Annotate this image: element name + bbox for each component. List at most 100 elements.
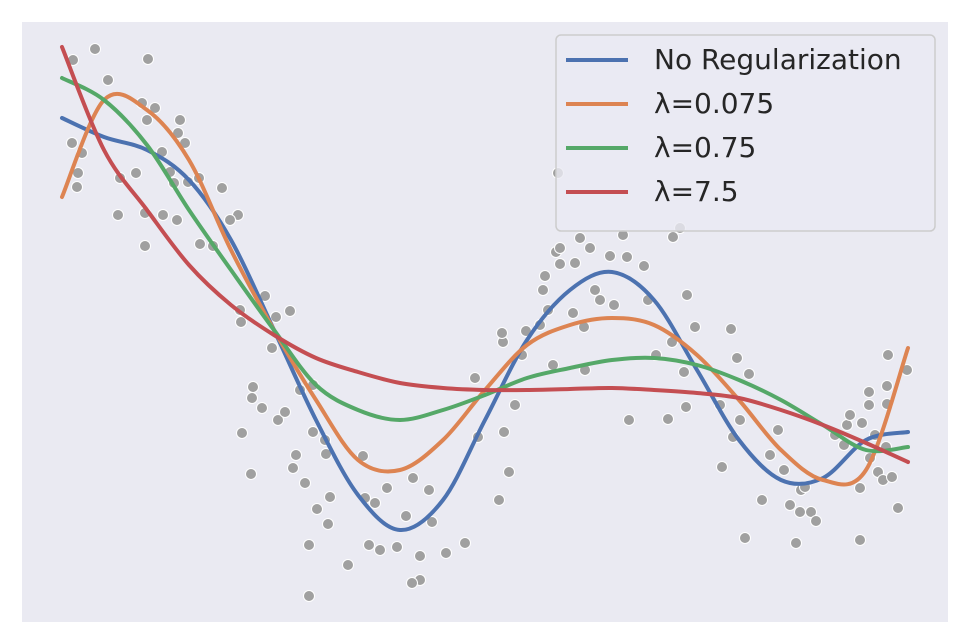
scatter-point: [854, 534, 866, 546]
scatter-point: [381, 482, 393, 494]
scatter-point: [841, 419, 853, 431]
scatter-point: [290, 449, 302, 461]
scatter-point: [407, 472, 419, 484]
scatter-point: [247, 381, 259, 393]
scatter-point: [689, 321, 701, 333]
scatter-point: [589, 284, 601, 296]
scatter-point: [414, 550, 426, 562]
scatter-point: [574, 232, 586, 244]
scatter-point: [66, 137, 78, 149]
line-layer: [60, 45, 910, 532]
scatter-point: [854, 482, 866, 494]
scatter-point: [503, 466, 515, 478]
scatter-point: [440, 547, 452, 559]
scatter-point: [493, 494, 505, 506]
scatter-point: [863, 386, 875, 398]
scatter-point: [426, 516, 438, 528]
scatter-point: [608, 299, 620, 311]
scatter-point: [342, 559, 354, 571]
scatter-point: [311, 503, 323, 515]
scatter-point: [638, 260, 650, 272]
scatter-point: [882, 349, 894, 361]
scatter-point: [256, 402, 268, 414]
scatter-point: [784, 499, 796, 511]
scatter-point: [794, 506, 806, 518]
line-series: [60, 45, 910, 464]
scatter-layer: [66, 43, 913, 602]
legend-label: λ=0.075: [654, 87, 774, 120]
scatter-point: [374, 544, 386, 556]
line-series: [60, 92, 910, 487]
scatter-point: [245, 468, 257, 480]
scatter-point: [662, 413, 674, 425]
scatter-point: [667, 231, 679, 243]
scatter-point: [681, 289, 693, 301]
scatter-point: [594, 294, 606, 306]
scatter-point: [623, 414, 635, 426]
scatter-point: [790, 537, 802, 549]
legend-label: No Regularization: [654, 43, 902, 76]
scatter-point: [539, 270, 551, 282]
scatter-point: [299, 477, 311, 489]
scatter-point: [756, 494, 768, 506]
scatter-point: [584, 242, 596, 254]
scatter-point: [194, 238, 206, 250]
scatter-point: [621, 251, 633, 263]
scatter-point: [174, 114, 186, 126]
scatter-point: [537, 284, 549, 296]
scatter-point: [886, 471, 898, 483]
scatter-point: [149, 102, 161, 114]
scatter-point: [391, 541, 403, 553]
line-series: [60, 76, 910, 454]
scatter-point: [142, 53, 154, 65]
scatter-point: [224, 214, 236, 226]
scatter-point: [287, 462, 299, 474]
scatter-point: [743, 368, 755, 380]
scatter-point: [739, 532, 751, 544]
scatter-point: [279, 406, 291, 418]
scatter-point: [322, 518, 334, 530]
scatter-point: [363, 539, 375, 551]
scatter-point: [102, 74, 114, 86]
scatter-point: [324, 491, 336, 503]
scatter-point: [554, 242, 566, 254]
scatter-point: [863, 399, 875, 411]
scatter-point: [810, 515, 822, 527]
scatter-point: [778, 464, 790, 476]
scatter-point: [469, 372, 481, 384]
scatter-point: [731, 352, 743, 364]
scatter-point: [406, 577, 418, 589]
scatter-point: [141, 114, 153, 126]
scatter-point: [496, 327, 508, 339]
legend-box: [555, 34, 936, 232]
scatter-point: [567, 307, 579, 319]
scatter-point: [112, 209, 124, 221]
legend-label: λ=7.5: [654, 175, 739, 208]
scatter-point: [157, 209, 169, 221]
scatter-point: [716, 461, 728, 473]
scatter-point: [303, 590, 315, 602]
scatter-point: [764, 449, 776, 461]
scatter-point: [459, 537, 471, 549]
scatter-point: [569, 257, 581, 269]
scatter-point: [89, 43, 101, 55]
scatter-point: [881, 380, 893, 392]
scatter-point: [236, 427, 248, 439]
scatter-point: [272, 414, 284, 426]
scatter-point: [246, 392, 258, 404]
scatter-point: [725, 323, 737, 335]
legend: No Regularization λ=0.075 λ=0.75 λ=7.5: [555, 34, 936, 232]
scatter-point: [284, 305, 296, 317]
scatter-point: [509, 399, 521, 411]
scatter-point: [678, 366, 690, 378]
scatter-point: [130, 167, 142, 179]
scatter-point: [844, 409, 856, 421]
scatter-point: [266, 342, 278, 354]
scatter-point: [772, 424, 784, 436]
scatter-point: [235, 316, 247, 328]
scatter-point: [71, 181, 83, 193]
scatter-point: [734, 414, 746, 426]
scatter-point: [554, 258, 566, 270]
scatter-point: [307, 426, 319, 438]
